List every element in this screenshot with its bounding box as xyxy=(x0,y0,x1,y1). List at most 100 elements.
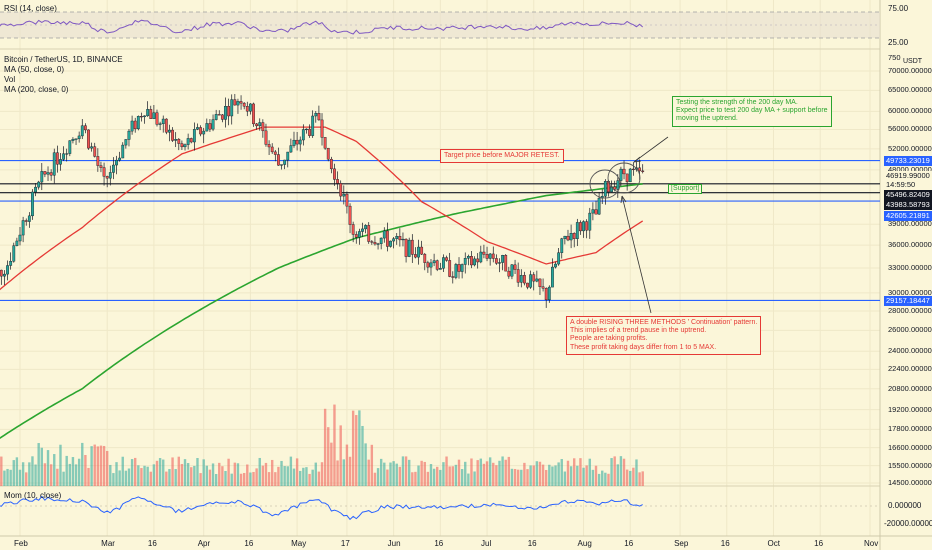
candle-body xyxy=(351,224,355,235)
volume-bar xyxy=(308,473,311,486)
volume-bar xyxy=(177,456,180,486)
candle-body xyxy=(641,170,645,172)
volume-bar xyxy=(246,464,249,486)
candle-body xyxy=(261,122,265,132)
candle-body xyxy=(15,240,19,246)
volume-bar xyxy=(90,446,93,486)
volume-bar xyxy=(320,462,324,486)
volume-bar xyxy=(168,469,171,486)
symbol-title[interactable]: Bitcoin / TetherUS, 1D, BINANCE xyxy=(4,55,123,64)
candle-body xyxy=(9,261,13,266)
volume-bar xyxy=(53,454,56,486)
vol-legend[interactable]: Vol xyxy=(4,75,16,84)
volume-bar xyxy=(99,445,103,486)
volume-bar xyxy=(467,473,470,486)
testing-arrow xyxy=(633,136,669,163)
volume-bar xyxy=(355,415,358,486)
volume-bar xyxy=(557,462,560,486)
volume-bar xyxy=(174,469,177,486)
volume-bar xyxy=(292,468,296,486)
volume-bar xyxy=(190,467,193,486)
candle-body xyxy=(488,253,492,259)
volume-bar xyxy=(576,465,579,486)
candle-body xyxy=(591,209,595,214)
volume-bar xyxy=(171,457,174,486)
volume-bar xyxy=(635,459,638,486)
support-note[interactable]: [Support] xyxy=(668,184,703,195)
volume-bar xyxy=(641,471,644,486)
volume-bar xyxy=(348,456,352,486)
mom-tick-zero: 0.000000 xyxy=(888,501,922,510)
candle-body xyxy=(333,168,336,180)
candle-body xyxy=(80,125,84,137)
volume-bar xyxy=(270,459,274,486)
candle-body xyxy=(46,172,50,175)
volume-bar xyxy=(93,444,96,486)
pattern-note[interactable]: A double RISING THREE METHODS ' Continua… xyxy=(566,316,762,355)
candle-body xyxy=(498,262,501,264)
candle-body xyxy=(292,139,296,146)
candle-body xyxy=(249,103,252,112)
candle-body xyxy=(18,234,22,242)
price-tick-7: 39000.000000 xyxy=(888,219,932,229)
volume-bar xyxy=(71,457,75,486)
candle-body xyxy=(504,255,508,272)
candle-body xyxy=(208,123,212,130)
price-tick-17: 17800.000000 xyxy=(888,424,932,434)
volume-bar xyxy=(538,461,542,486)
candle-body xyxy=(192,129,196,143)
candle-body xyxy=(367,225,371,242)
volume-bar xyxy=(426,471,430,486)
volume-bar xyxy=(361,425,364,486)
volume-bar xyxy=(351,410,355,486)
price-tick-4: 56000.000000 xyxy=(888,124,932,134)
target-note[interactable]: Target price before MAJOR RETEST. xyxy=(440,149,564,164)
volume-bar xyxy=(15,457,19,486)
candle-body xyxy=(364,225,368,230)
volume-bar xyxy=(155,460,159,486)
price-box-level3: 42605.21891 xyxy=(884,211,932,221)
volume-bar xyxy=(6,468,9,486)
volume-bar xyxy=(392,461,395,486)
volume-bar xyxy=(423,461,426,486)
ma200-legend[interactable]: MA (200, close, 0) xyxy=(4,85,69,94)
volume-bar xyxy=(81,442,84,486)
candle-body xyxy=(320,119,324,138)
volume-bar xyxy=(127,468,131,486)
volume-bar xyxy=(295,458,299,486)
volume-bar xyxy=(239,473,243,486)
volume-bar xyxy=(386,469,389,486)
candle-body xyxy=(96,156,100,166)
candle-body xyxy=(308,128,311,136)
candle-body xyxy=(62,153,65,160)
candle-body xyxy=(392,238,396,242)
candle-body xyxy=(74,138,78,140)
volume-bar xyxy=(601,470,604,486)
candle-body xyxy=(171,129,174,141)
candle-body xyxy=(52,152,56,176)
candle-body xyxy=(68,140,72,154)
candle-body xyxy=(454,264,458,278)
volume-bar xyxy=(479,458,483,486)
pattern-circle-left xyxy=(589,169,621,199)
volume-bar xyxy=(264,462,268,486)
volume-bar xyxy=(492,462,495,486)
volume-bar xyxy=(299,470,302,486)
testing-note[interactable]: Testing the strength of the 200 day MA. … xyxy=(672,96,832,127)
candle-body xyxy=(420,246,424,255)
candle-body xyxy=(245,106,249,112)
ma50-legend[interactable]: MA (50, close, 0) xyxy=(4,65,65,74)
candle-body xyxy=(544,288,548,301)
volume-bar xyxy=(118,470,121,486)
volume-bar xyxy=(277,466,280,486)
volume-bar xyxy=(261,465,265,486)
time-tick-11: Aug xyxy=(577,539,592,548)
volume-bar xyxy=(221,466,224,486)
volume-bar xyxy=(342,459,346,486)
candle-body xyxy=(55,152,59,165)
volume-bar xyxy=(211,463,215,486)
candle-body xyxy=(410,239,414,255)
candle-body xyxy=(398,236,402,241)
volume-bar xyxy=(249,472,252,486)
